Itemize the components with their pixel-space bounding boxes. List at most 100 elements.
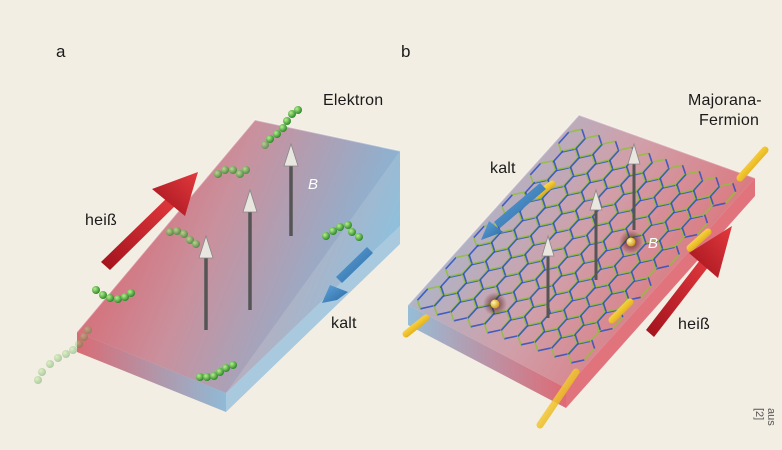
- lattice-bond: [501, 266, 507, 276]
- lattice-bond: [658, 239, 664, 249]
- lattice-bond: [534, 178, 549, 183]
- lattice-bond: [592, 153, 597, 163]
- lattice-bond: [529, 162, 542, 176]
- lattice-bond: [472, 259, 486, 265]
- lattice-bond: [691, 213, 705, 219]
- lattice-bond: [586, 172, 591, 182]
- lattice-bond: [601, 292, 614, 305]
- lattice-bond: [605, 309, 619, 314]
- lattice-bond: [517, 273, 523, 284]
- lattice-bond: [635, 191, 641, 201]
- panel-a-field-arrows: [198, 142, 299, 330]
- lattice-bond: [470, 323, 484, 328]
- lattice-bond: [569, 228, 574, 238]
- lattice-bond: [652, 259, 657, 270]
- lattice-bond: [500, 290, 514, 295]
- lattice-bond: [546, 168, 558, 182]
- lattice-bond: [655, 265, 670, 270]
- lattice-bond: [580, 253, 585, 263]
- lattice-bond: [563, 174, 575, 188]
- lattice-bond: [439, 275, 451, 289]
- lattice-bond: [680, 216, 693, 230]
- lattice-bond: [461, 274, 467, 284]
- lattice-bond: [537, 347, 551, 352]
- lattice-bond: [658, 241, 663, 251]
- lattice-bond: [563, 309, 568, 319]
- lattice-bond: [561, 333, 576, 338]
- lattice-bond: [630, 171, 644, 176]
- lattice-bond: [606, 307, 621, 313]
- lattice-bond: [566, 253, 580, 259]
- lattice-bond: [602, 140, 616, 145]
- electron-chain-right: [322, 221, 363, 241]
- lattice-bond: [668, 226, 683, 231]
- lattice-bond: [579, 153, 594, 158]
- lattice-bond: [636, 190, 642, 200]
- lattice-bond: [646, 239, 660, 244]
- lattice-bond: [500, 228, 515, 233]
- lattice-bond: [568, 290, 574, 300]
- lattice-bond: [489, 231, 501, 244]
- lattice-bond: [461, 262, 474, 276]
- lattice-bond: [653, 196, 658, 206]
- lattice-bond: [618, 270, 632, 275]
- lattice-bond: [516, 323, 529, 337]
- electron-chain-exit: [34, 326, 92, 384]
- lattice-bond: [683, 233, 698, 239]
- lattice-bond: [605, 185, 620, 190]
- lattice-bond: [484, 250, 496, 263]
- lattice-bond: [539, 323, 545, 333]
- lattice-bond: [680, 228, 685, 238]
- lattice-bond: [556, 329, 561, 339]
- lattice-bond: [515, 235, 530, 241]
- lattice-bond: [663, 245, 677, 250]
- lattice-bond: [529, 297, 534, 307]
- lattice-bond: [591, 155, 596, 165]
- hot-arrowhead-b: [689, 226, 732, 278]
- lattice-bond: [563, 186, 568, 196]
- lattice-bond: [489, 243, 495, 253]
- lattice-bond: [624, 167, 630, 177]
- lattice-bond: [595, 283, 610, 288]
- lattice-bond: [652, 248, 664, 261]
- lattice-bond: [582, 321, 596, 327]
- lattice-bond: [607, 211, 620, 225]
- lattice-bond: [520, 341, 535, 346]
- lattice-bond: [543, 266, 558, 271]
- lattice-bond: [551, 184, 565, 189]
- lattice-bond: [625, 165, 631, 175]
- lattice-bond: [585, 162, 598, 175]
- lattice-bond: [613, 165, 627, 170]
- lattice-bond: [518, 272, 523, 282]
- lattice-bond: [560, 334, 574, 339]
- lattice-bond: [433, 305, 438, 316]
- lattice-bond: [612, 289, 626, 294]
- lattice-bond: [555, 229, 569, 234]
- lattice-bond: [719, 182, 733, 187]
- lattice-bond: [509, 316, 524, 321]
- lattice-bond: [612, 192, 625, 206]
- lattice-bond: [523, 243, 536, 257]
- lattice-bond: [562, 147, 577, 152]
- lattice-bond: [657, 201, 672, 207]
- lattice-bond: [636, 180, 648, 193]
- lattice-bond: [663, 210, 676, 224]
- field-symbol-a: B: [308, 176, 319, 193]
- lattice-bond: [569, 166, 575, 176]
- hot-arrow-b: [646, 226, 732, 337]
- lattice-bond: [555, 167, 569, 172]
- lattice-bond: [561, 148, 575, 153]
- lattice-bond: [591, 277, 596, 287]
- lattice-bond: [574, 271, 579, 281]
- lattice-bond: [562, 271, 576, 276]
- lattice-bond: [670, 202, 675, 212]
- lattice-bond: [515, 297, 529, 303]
- lattice-bond: [540, 159, 554, 165]
- lattice-bond: [506, 237, 519, 251]
- lattice-bond: [499, 229, 513, 235]
- lattice-bond: [478, 268, 491, 282]
- cold-arrowhead-a: [322, 285, 348, 303]
- lattice-bond: [478, 241, 492, 246]
- lattice-bond: [580, 180, 592, 194]
